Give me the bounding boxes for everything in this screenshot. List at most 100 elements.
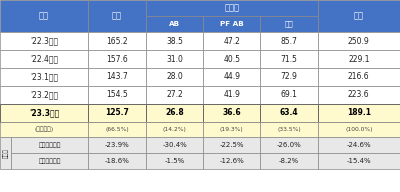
Text: 전년동기대비: 전년동기대비 <box>38 143 61 148</box>
Bar <box>0 68 88 86</box>
Text: (발행비율): (발행비율) <box>34 127 54 132</box>
Text: 27.2: 27.2 <box>166 90 183 99</box>
Bar <box>203 137 260 153</box>
Bar <box>260 122 318 137</box>
Bar <box>0 86 88 104</box>
Bar <box>260 153 318 169</box>
Text: (19.3%): (19.3%) <box>220 127 244 132</box>
Bar <box>0 104 88 122</box>
Text: 63.4: 63.4 <box>280 108 298 117</box>
Bar <box>146 153 203 169</box>
Text: -30.4%: -30.4% <box>162 142 187 148</box>
Text: 154.5: 154.5 <box>106 90 128 99</box>
Text: -12.6%: -12.6% <box>220 158 244 164</box>
Bar <box>203 32 260 50</box>
Text: 38.5: 38.5 <box>166 37 183 46</box>
Bar <box>88 153 146 169</box>
Bar <box>88 32 146 50</box>
Bar <box>146 122 203 137</box>
Text: -24.6%: -24.6% <box>346 142 371 148</box>
Bar <box>146 86 203 104</box>
Text: -1.5%: -1.5% <box>164 158 185 164</box>
Text: 47.2: 47.2 <box>223 37 240 46</box>
Text: 165.2: 165.2 <box>106 37 128 46</box>
Bar <box>203 153 260 169</box>
Bar <box>0 122 88 137</box>
Text: (14.2%): (14.2%) <box>163 127 186 132</box>
Bar <box>88 86 146 104</box>
Text: '22.3분기: '22.3분기 <box>30 37 58 46</box>
Bar <box>146 16 203 32</box>
Text: 유동화: 유동화 <box>224 4 239 12</box>
Text: 189.1: 189.1 <box>347 108 371 117</box>
Bar <box>260 50 318 68</box>
Text: 직전분기대비: 직전분기대비 <box>38 159 61 164</box>
Bar <box>88 137 146 153</box>
Text: '23.2분기: '23.2분기 <box>30 90 58 99</box>
Bar <box>260 32 318 50</box>
Text: '22.4분기: '22.4분기 <box>30 55 58 64</box>
Bar <box>260 16 318 32</box>
Text: 85.7: 85.7 <box>280 37 298 46</box>
Bar <box>318 32 400 50</box>
Bar <box>146 104 203 122</box>
Text: -8.2%: -8.2% <box>279 158 299 164</box>
Text: 31.0: 31.0 <box>166 55 183 64</box>
Bar <box>88 50 146 68</box>
Text: -15.4%: -15.4% <box>346 158 371 164</box>
Bar <box>318 122 400 137</box>
Text: 28.0: 28.0 <box>166 72 183 81</box>
Text: -18.6%: -18.6% <box>104 158 130 164</box>
Text: 구분: 구분 <box>39 12 49 21</box>
Bar <box>203 16 260 32</box>
Text: 157.6: 157.6 <box>106 55 128 64</box>
Bar <box>0 0 88 32</box>
Bar <box>11 153 88 169</box>
Bar <box>318 104 400 122</box>
Text: PF AB: PF AB <box>220 21 244 27</box>
Bar <box>203 50 260 68</box>
Bar <box>0 137 11 169</box>
Bar <box>88 68 146 86</box>
Text: 125.7: 125.7 <box>105 108 129 117</box>
Text: 72.9: 72.9 <box>280 72 298 81</box>
Text: (66.5%): (66.5%) <box>105 127 129 132</box>
Text: '23.3분기: '23.3분기 <box>29 108 59 117</box>
Bar <box>260 86 318 104</box>
Bar <box>146 0 318 16</box>
Bar <box>203 122 260 137</box>
Bar <box>260 68 318 86</box>
Text: 일반: 일반 <box>112 12 122 21</box>
Text: 합계: 합계 <box>354 12 364 21</box>
Text: 소계: 소계 <box>285 21 293 27</box>
Bar <box>88 104 146 122</box>
Text: -26.0%: -26.0% <box>277 142 301 148</box>
Text: AB: AB <box>169 21 180 27</box>
Bar <box>0 50 88 68</box>
Bar <box>203 68 260 86</box>
Text: 143.7: 143.7 <box>106 72 128 81</box>
Text: 71.5: 71.5 <box>280 55 298 64</box>
Bar <box>146 68 203 86</box>
Text: 223.6: 223.6 <box>348 90 370 99</box>
Text: 69.1: 69.1 <box>280 90 298 99</box>
Bar <box>146 32 203 50</box>
Text: 216.6: 216.6 <box>348 72 370 81</box>
Bar <box>318 153 400 169</box>
Bar <box>203 86 260 104</box>
Text: 26.8: 26.8 <box>165 108 184 117</box>
Bar <box>318 86 400 104</box>
Text: 44.9: 44.9 <box>223 72 240 81</box>
Bar <box>260 104 318 122</box>
Bar <box>318 68 400 86</box>
Text: (100.0%): (100.0%) <box>345 127 372 132</box>
Text: 증감률: 증감률 <box>3 149 8 158</box>
Bar <box>318 0 400 32</box>
Text: 40.5: 40.5 <box>223 55 240 64</box>
Text: -23.9%: -23.9% <box>105 142 129 148</box>
Bar <box>88 122 146 137</box>
Text: 36.6: 36.6 <box>222 108 241 117</box>
Bar <box>318 50 400 68</box>
Bar <box>146 50 203 68</box>
Text: '23.1분기: '23.1분기 <box>30 72 58 81</box>
